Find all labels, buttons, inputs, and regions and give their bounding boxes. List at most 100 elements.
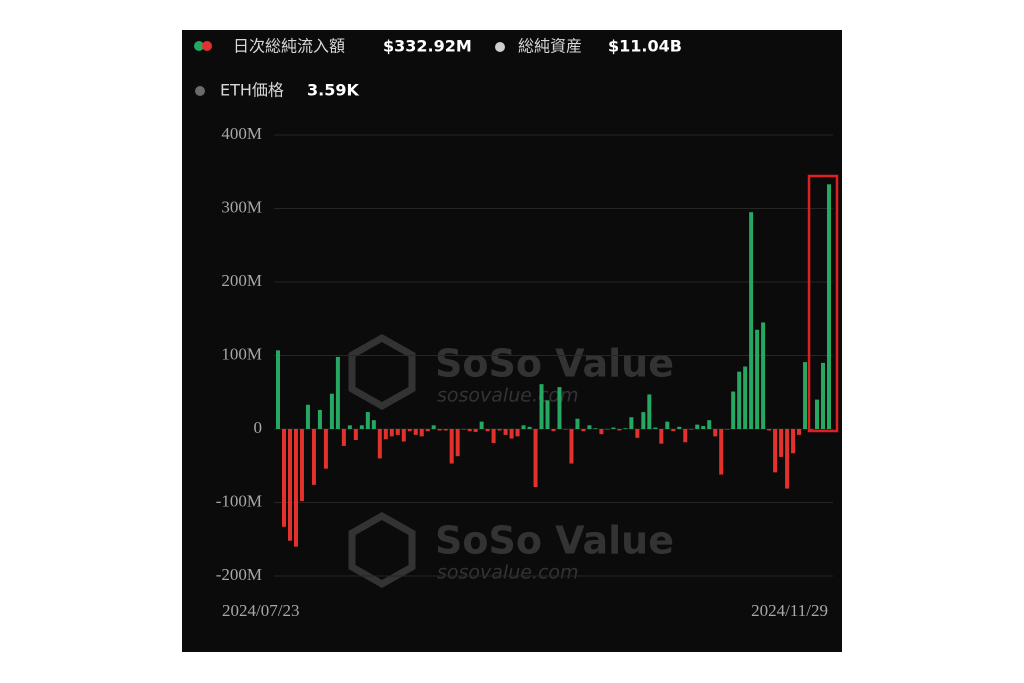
bar — [365, 412, 370, 429]
bar — [461, 429, 466, 430]
bar — [323, 429, 328, 469]
legend-dot — [495, 42, 505, 52]
bar — [683, 429, 688, 443]
bar — [305, 404, 310, 429]
bar — [539, 384, 544, 429]
bar — [713, 429, 718, 437]
bar — [575, 418, 580, 429]
bar — [569, 429, 574, 464]
bar — [377, 429, 382, 459]
y-tick-label: 200M — [221, 271, 262, 290]
legend-dot-red — [202, 41, 212, 51]
bar — [401, 429, 406, 442]
bar — [485, 429, 490, 432]
bar — [815, 399, 820, 429]
legend-dot-green — [194, 41, 204, 51]
bar — [389, 429, 394, 437]
watermark-url: sosovalue.com — [437, 385, 579, 407]
bar — [617, 429, 622, 431]
bar — [803, 362, 808, 429]
bar — [611, 427, 616, 429]
legend-value: $11.04B — [608, 37, 682, 56]
bar — [749, 212, 754, 429]
bar — [737, 371, 742, 429]
bar — [743, 366, 748, 429]
bar — [755, 329, 760, 429]
bar — [629, 417, 634, 429]
bar — [347, 425, 352, 429]
bar — [527, 426, 532, 429]
y-tick-label: -100M — [216, 491, 262, 510]
bar — [413, 429, 418, 435]
bar — [659, 429, 664, 444]
bar — [545, 400, 550, 429]
bar — [329, 393, 334, 429]
bar — [605, 429, 610, 430]
legend-value: 3.59K — [307, 81, 359, 100]
y-tick-label: -200M — [216, 565, 262, 584]
bar — [623, 428, 628, 429]
bar — [425, 429, 430, 432]
bar — [563, 429, 568, 430]
bar — [407, 429, 412, 432]
bar — [521, 425, 526, 429]
bar — [581, 429, 586, 432]
legend-label: 日次総純流入額 — [233, 37, 345, 56]
y-tick-label: 0 — [254, 418, 263, 437]
watermark: SoSo Value sosovalue.com — [348, 511, 674, 589]
y-tick-label: 400M — [221, 124, 262, 143]
bar — [653, 427, 658, 429]
bar — [677, 426, 682, 429]
bar — [761, 322, 766, 429]
bar — [785, 429, 790, 489]
bar — [671, 429, 676, 432]
bar — [773, 429, 778, 473]
bar — [707, 420, 712, 429]
bar — [641, 412, 646, 429]
bar — [287, 429, 292, 541]
bar — [383, 429, 388, 440]
bar — [827, 184, 831, 429]
bar — [593, 428, 598, 429]
bar — [725, 429, 730, 430]
bar — [797, 429, 802, 435]
bar — [635, 429, 640, 438]
legend-label: 総純資産 — [518, 37, 582, 56]
bar — [437, 429, 442, 431]
bar — [695, 424, 700, 429]
bar — [431, 425, 436, 429]
y-tick-label: 100M — [221, 344, 262, 363]
bar — [299, 429, 304, 502]
bar — [647, 394, 652, 429]
bar — [293, 429, 298, 547]
bar — [767, 429, 772, 431]
bar — [551, 429, 556, 432]
watermark-url: sosovalue.com — [437, 562, 579, 584]
bar — [455, 429, 460, 457]
bar — [419, 429, 424, 437]
bar — [779, 429, 784, 457]
bar — [467, 429, 472, 432]
bar — [359, 425, 364, 429]
bar — [449, 429, 454, 464]
y-tick-label: 300M — [221, 197, 262, 216]
bar — [719, 429, 724, 475]
bar — [731, 391, 736, 429]
bar — [311, 429, 316, 485]
panel — [182, 30, 842, 652]
bar — [317, 409, 322, 429]
bar — [791, 429, 796, 454]
watermark-brand: SoSo Value — [435, 519, 674, 563]
bar — [557, 387, 562, 429]
bar — [665, 421, 670, 429]
bar — [335, 356, 340, 429]
bar — [395, 429, 400, 435]
legend-value: $332.92M — [383, 37, 472, 56]
legend-dot — [195, 86, 205, 96]
bar — [281, 429, 286, 527]
bar — [587, 425, 592, 429]
bar — [515, 429, 520, 437]
x-tick-label: 2024/07/23 — [222, 601, 299, 620]
bar — [341, 429, 346, 446]
